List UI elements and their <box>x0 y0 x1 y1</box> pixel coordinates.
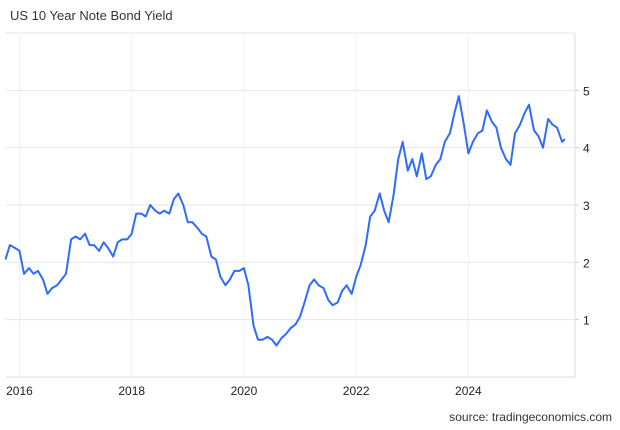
y-tick-label: 4 <box>583 142 590 156</box>
y-tick-label: 3 <box>583 199 590 213</box>
series-line <box>4 95 566 347</box>
x-tick-label: 2016 <box>6 384 33 398</box>
y-tick-label: 2 <box>583 256 590 270</box>
y-tick-label: 5 <box>583 84 590 98</box>
x-tick-label: 2020 <box>231 384 258 398</box>
source-label: source: tradingeconomics.com <box>449 410 612 424</box>
x-tick-label: 2018 <box>118 384 145 398</box>
chart-title: US 10 Year Note Bond Yield <box>10 8 173 23</box>
x-tick-label: 2022 <box>343 384 370 398</box>
x-tick-label: 2024 <box>455 384 482 398</box>
y-tick-label: 1 <box>583 314 590 328</box>
